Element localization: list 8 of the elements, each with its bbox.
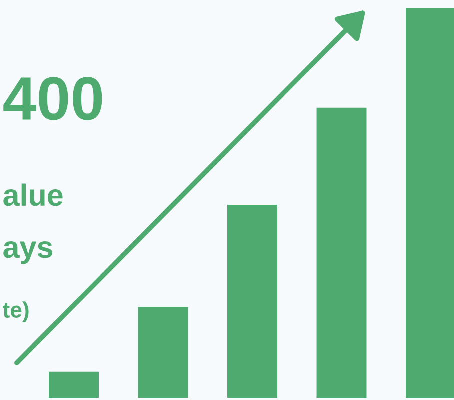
- bar: [228, 204, 278, 398]
- bar: [49, 372, 99, 398]
- bar: [138, 307, 188, 398]
- annotation: te): [2, 302, 29, 322]
- annotation: ays: [4, 241, 52, 264]
- annotation: alue: [4, 184, 63, 206]
- bar: [316, 108, 367, 398]
- annotation: 400: [4, 77, 102, 120]
